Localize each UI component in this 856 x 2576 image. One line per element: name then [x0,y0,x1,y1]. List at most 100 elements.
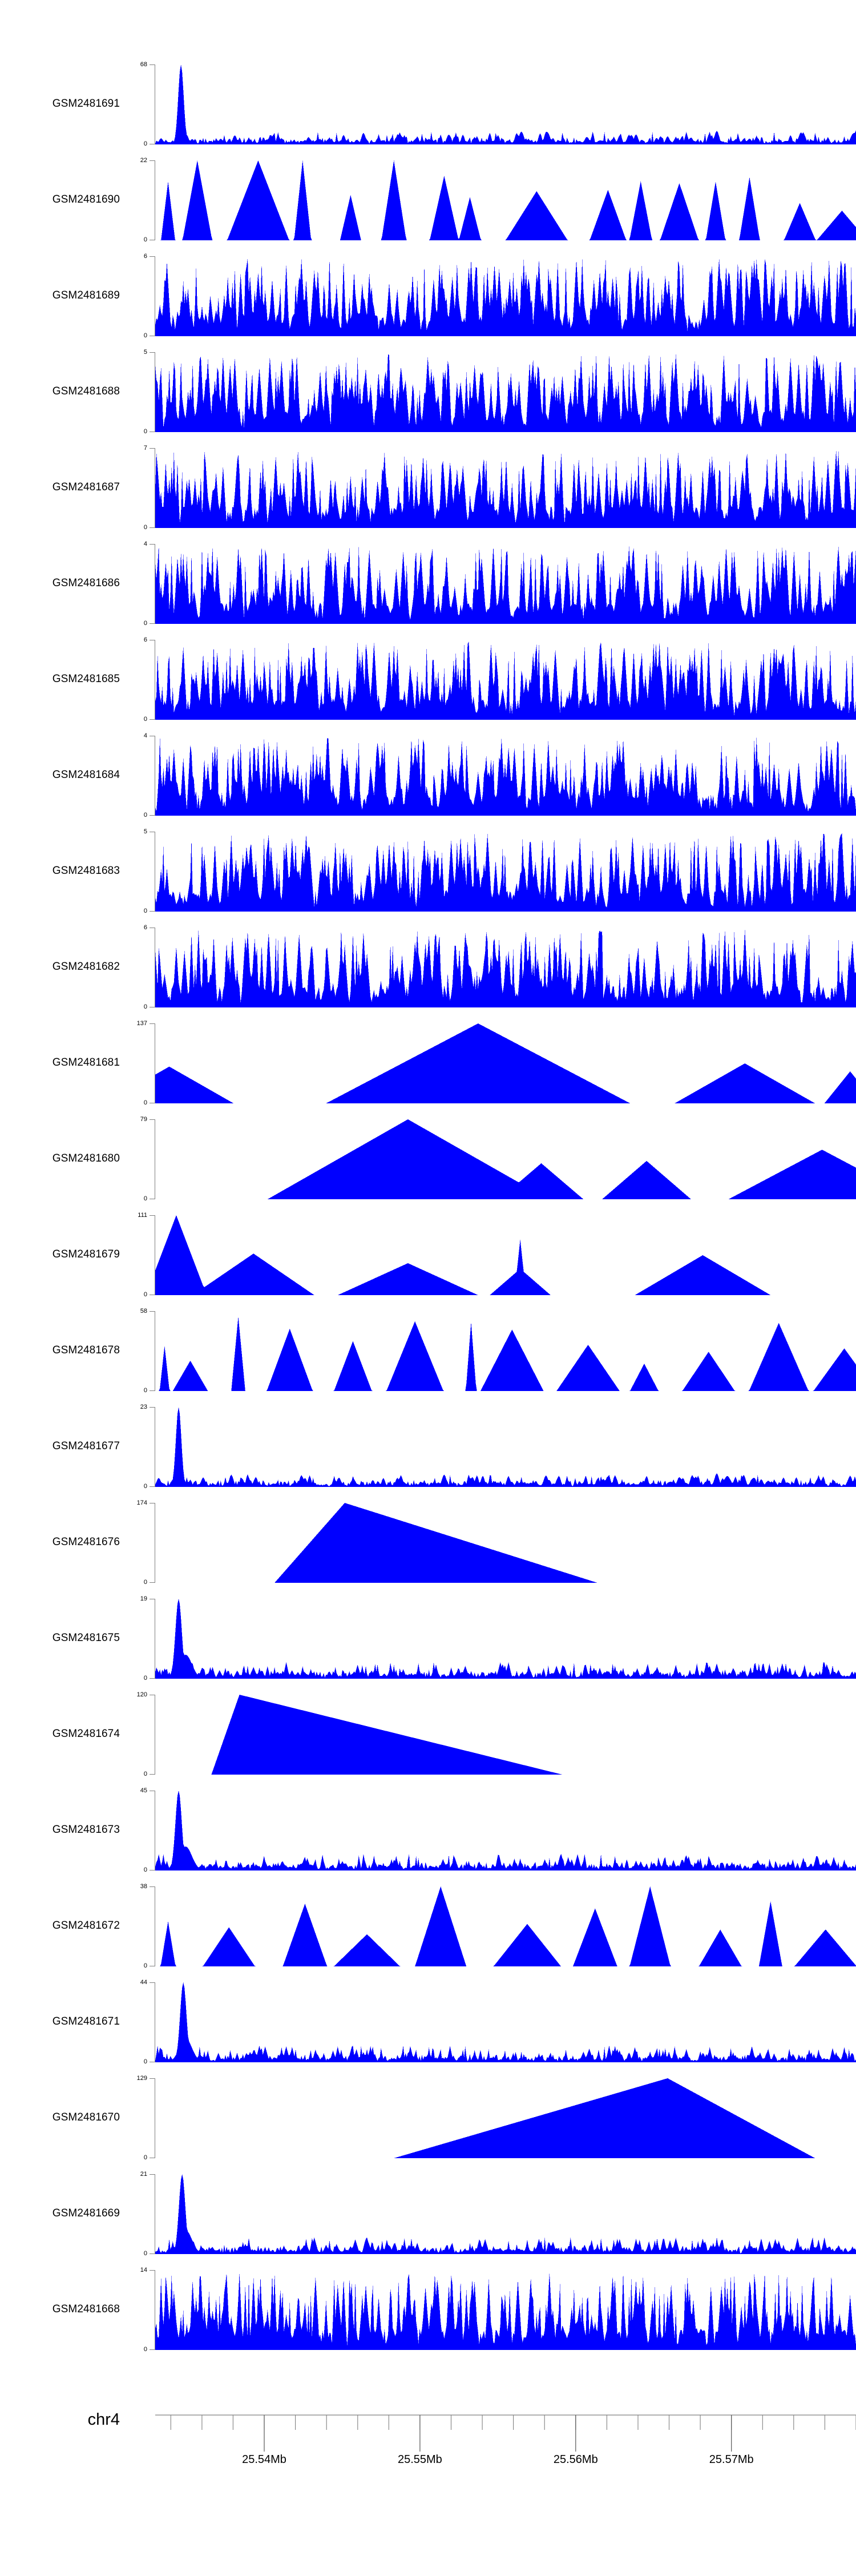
y-axis-min-label: 0 [143,1771,147,1777]
coverage-plot[interactable] [155,256,856,336]
coverage-area-svg [155,641,856,720]
coverage-track[interactable]: GSM2481682 6 0 [0,915,856,1011]
coverage-area-svg [155,737,856,816]
y-axis-tick-bottom [150,1390,155,1391]
y-axis-tick-top [150,544,155,545]
y-axis-tick-bottom [150,719,155,720]
coverage-area [155,546,856,624]
coverage-area [155,1407,856,1487]
coverage-track[interactable]: GSM2481691 68 0 [0,52,856,148]
track-label: GSM2481685 [52,673,120,685]
coverage-track[interactable]: GSM2481688 5 0 [0,340,856,436]
y-axis-min-label: 0 [143,1099,147,1106]
coverage-plot[interactable] [155,1695,856,1775]
coverage-track[interactable]: GSM2481680 79 0 [0,1107,856,1203]
y-axis-max-label: 4 [143,541,147,547]
coverage-track[interactable]: GSM2481690 22 0 [0,148,856,244]
y-axis-max-label: 7 [143,445,147,451]
coverage-track[interactable]: GSM2481679 111 0 [0,1203,856,1299]
coverage-area [155,2272,856,2350]
y-axis-min-label: 0 [143,2154,147,2161]
coverage-track[interactable]: GSM2481685 6 0 [0,627,856,723]
coverage-plot[interactable] [155,832,856,912]
y-axis-min-label: 0 [143,1867,147,1873]
coverage-track[interactable]: GSM2481677 23 0 [0,1394,856,1490]
y-axis-max-label: 68 [140,61,147,68]
coverage-plot[interactable] [155,1311,856,1391]
y-axis-max-label: 111 [138,1212,147,1219]
y-axis: 44 0 [135,1980,155,2065]
coverage-plot[interactable] [155,1886,856,1966]
coverage-area [155,1886,856,1966]
y-axis: 79 0 [135,1116,155,1202]
coverage-area [155,929,856,1007]
y-axis-max-label: 137 [136,1020,147,1027]
coverage-area-svg [155,1886,856,1966]
coverage-plot[interactable] [155,1791,856,1870]
genome-axis-ruler[interactable]: 25.54Mb 25.55Mb 25.56Mb 25.57Mb [155,2405,856,2576]
coverage-plot[interactable] [155,736,856,816]
coverage-plot[interactable] [155,544,856,624]
coverage-track[interactable]: GSM2481668 14 0 [0,2257,856,2353]
coverage-plot[interactable] [155,448,856,528]
coverage-track[interactable]: GSM2481670 129 0 [0,2066,856,2162]
coverage-area [155,641,856,720]
coverage-plot[interactable] [155,64,856,144]
coverage-track[interactable]: GSM2481678 58 0 [0,1299,856,1394]
coverage-track[interactable]: GSM2481675 19 0 [0,1586,856,1682]
coverage-plot[interactable] [155,160,856,240]
coverage-plot[interactable] [155,1215,856,1295]
coverage-track[interactable]: GSM2481686 4 0 [0,531,856,627]
coverage-plot[interactable] [155,1407,856,1487]
y-axis: 22 0 [135,158,155,243]
coverage-area [155,258,856,336]
coverage-track[interactable]: GSM2481672 38 0 [0,1874,856,1970]
coverage-plot[interactable] [155,1599,856,1679]
coverage-plot[interactable] [155,2270,856,2350]
coverage-plot[interactable] [155,640,856,720]
y-axis-min-label: 0 [143,1291,147,1298]
chromosome-label: chr4 [87,2410,120,2429]
y-axis-max-label: 129 [136,2075,147,2082]
coverage-area-svg [155,833,856,912]
coverage-track[interactable]: GSM2481676 174 0 [0,1490,856,1586]
coverage-track[interactable]: GSM2481687 7 0 [0,436,856,531]
coverage-track[interactable]: GSM2481674 120 0 [0,1682,856,1778]
coverage-plot[interactable] [155,1023,856,1103]
coverage-plot[interactable] [155,352,856,432]
coverage-track[interactable]: GSM2481684 4 0 [0,723,856,819]
coverage-track[interactable]: GSM2481689 6 0 [0,244,856,340]
coverage-plot[interactable] [155,1503,856,1583]
y-axis-max-label: 174 [136,1499,147,1506]
y-axis-max-label: 5 [143,828,147,835]
coverage-track[interactable]: GSM2481683 5 0 [0,819,856,915]
coverage-plot[interactable] [155,1982,856,2062]
genome-axis-tick-label: 25.54Mb [242,2453,286,2466]
coverage-track[interactable]: GSM2481671 44 0 [0,1970,856,2066]
coverage-area [155,1982,856,2062]
track-label: GSM2481670 [52,2111,120,2123]
coverage-plot[interactable] [155,928,856,1007]
y-axis-tick-top [150,64,155,65]
y-axis-tick-top [150,1023,155,1024]
y-axis-max-label: 14 [140,2267,147,2273]
coverage-track[interactable]: GSM2481669 21 0 [0,2162,856,2257]
coverage-area [155,2078,856,2158]
coverage-plot[interactable] [155,1119,856,1199]
y-axis-tick-bottom [150,2349,155,2350]
coverage-area-svg [155,1316,856,1391]
y-axis-max-label: 5 [143,349,147,356]
coverage-area [155,1791,856,1870]
y-axis-tick-bottom [150,1774,155,1775]
coverage-area-svg [155,2078,856,2158]
coverage-plot[interactable] [155,2174,856,2254]
y-axis-tick-top [150,448,155,449]
coverage-area [155,737,856,816]
coverage-track[interactable]: GSM2481681 137 0 [0,1011,856,1107]
track-label: GSM2481669 [52,2207,120,2219]
coverage-track[interactable]: GSM2481673 45 0 [0,1778,856,1874]
coverage-area [155,1599,856,1679]
coverage-plot[interactable] [155,2078,856,2158]
y-axis-min-label: 0 [143,2058,147,2065]
y-axis: 129 0 [135,2075,155,2161]
